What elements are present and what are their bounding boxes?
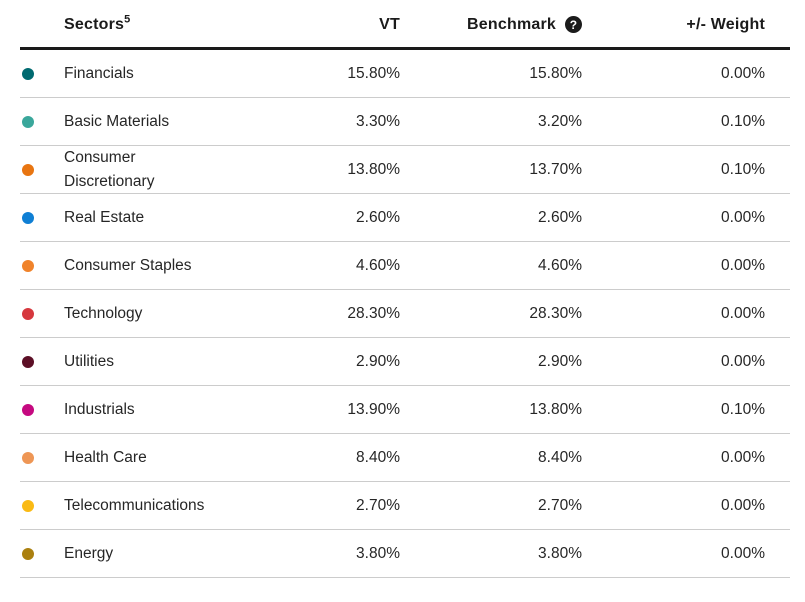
label-cell: Consumer Discretionary xyxy=(64,146,275,193)
label-cell: Real Estate xyxy=(64,206,275,229)
weight-value: 0.00% xyxy=(721,448,765,466)
sector-color-dot xyxy=(22,67,34,80)
vt-value: 28.30% xyxy=(347,304,400,322)
sector-name: Energy xyxy=(64,544,114,562)
dot-cell xyxy=(20,67,64,80)
sector-color-dot xyxy=(22,355,34,368)
help-icon[interactable]: ? xyxy=(565,16,582,33)
table-row: Consumer Staples 4.60% 4.60% 0.00% xyxy=(20,242,790,290)
benchmark-value: 28.30% xyxy=(529,304,582,322)
benchmark-value: 8.40% xyxy=(538,448,582,466)
dot-cell xyxy=(20,259,64,272)
vt-value: 2.70% xyxy=(356,496,400,514)
weight-value: 0.00% xyxy=(721,496,765,514)
table-row: Energy 3.80% 3.80% 0.00% xyxy=(20,530,790,578)
label-cell: Consumer Staples xyxy=(64,254,275,277)
sector-color-dot xyxy=(22,211,34,224)
benchmark-value: 13.70% xyxy=(529,160,582,178)
vt-value: 4.60% xyxy=(356,256,400,274)
sector-color-dot xyxy=(22,403,34,416)
sector-name: Health Care xyxy=(64,448,147,466)
benchmark-value: 13.80% xyxy=(529,400,582,418)
dot-cell xyxy=(20,211,64,224)
sector-weight-table: Sectors5 VT Benchmark ? +/- Weight Finan… xyxy=(20,0,790,578)
dot-cell xyxy=(20,499,64,512)
table-row: Technology 28.30% 28.30% 0.00% xyxy=(20,290,790,338)
table-body: Financials 15.80% 15.80% 0.00% Basic Mat… xyxy=(20,50,790,578)
sector-name: Telecommunications xyxy=(64,496,205,514)
table-row: Financials 15.80% 15.80% 0.00% xyxy=(20,50,790,98)
benchmark-value: 2.90% xyxy=(538,352,582,370)
weight-value: 0.00% xyxy=(721,208,765,226)
sector-color-dot xyxy=(22,547,34,560)
label-cell: Financials xyxy=(64,62,275,85)
table-row: Industrials 13.90% 13.80% 0.10% xyxy=(20,386,790,434)
footnote-marker: 5 xyxy=(124,13,131,26)
benchmark-value: 2.60% xyxy=(538,208,582,226)
weight-value: 0.10% xyxy=(721,112,765,130)
vt-value: 13.90% xyxy=(347,400,400,418)
dot-cell xyxy=(20,355,64,368)
weight-value: 0.00% xyxy=(721,544,765,562)
dot-cell xyxy=(20,115,64,128)
sector-color-dot xyxy=(22,499,34,512)
sector-color-dot xyxy=(22,451,34,464)
sector-name: Utilities xyxy=(64,352,114,370)
table-row: Telecommunications 2.70% 2.70% 0.00% xyxy=(20,482,790,530)
vt-value: 15.80% xyxy=(347,64,400,82)
label-cell: Telecommunications xyxy=(64,494,275,517)
benchmark-value: 15.80% xyxy=(529,64,582,82)
vt-value: 13.80% xyxy=(347,160,400,178)
dot-cell xyxy=(20,403,64,416)
benchmark-value: 4.60% xyxy=(538,256,582,274)
benchmark-value: 2.70% xyxy=(538,496,582,514)
sector-name: Real Estate xyxy=(64,208,145,226)
sectors-header-label: Sectors xyxy=(64,15,125,33)
dot-cell xyxy=(20,307,64,320)
column-header-sectors: Sectors5 xyxy=(64,13,275,34)
weight-value: 0.00% xyxy=(721,256,765,274)
sector-name: Industrials xyxy=(64,400,135,418)
table-row: Consumer Discretionary 13.80% 13.70% 0.1… xyxy=(20,146,790,194)
sector-name: Consumer Staples xyxy=(64,256,192,274)
sector-color-dot xyxy=(22,115,34,128)
label-cell: Utilities xyxy=(64,350,275,373)
sector-name: Consumer Discretionary xyxy=(64,149,155,190)
table-header-row: Sectors5 VT Benchmark ? +/- Weight xyxy=(20,2,790,50)
label-cell: Energy xyxy=(64,542,275,565)
benchmark-header-label: Benchmark xyxy=(467,15,556,33)
column-header-benchmark: Benchmark ? xyxy=(420,16,602,34)
sector-name: Technology xyxy=(64,304,143,322)
weight-value: 0.00% xyxy=(721,304,765,322)
sector-name: Financials xyxy=(64,64,134,82)
dot-cell xyxy=(20,163,64,176)
vt-value: 8.40% xyxy=(356,448,400,466)
sector-color-dot xyxy=(22,307,34,320)
dot-cell xyxy=(20,451,64,464)
table-row: Health Care 8.40% 8.40% 0.00% xyxy=(20,434,790,482)
benchmark-value: 3.80% xyxy=(538,544,582,562)
weight-value: 0.10% xyxy=(721,400,765,418)
table-row: Real Estate 2.60% 2.60% 0.00% xyxy=(20,194,790,242)
weight-value: 0.10% xyxy=(721,160,765,178)
label-cell: Basic Materials xyxy=(64,110,275,133)
vt-value: 3.30% xyxy=(356,112,400,130)
vt-value: 2.60% xyxy=(356,208,400,226)
column-header-weight: +/- Weight xyxy=(686,15,765,33)
dot-cell xyxy=(20,547,64,560)
vt-value: 3.80% xyxy=(356,544,400,562)
label-cell: Industrials xyxy=(64,398,275,421)
vt-value: 2.90% xyxy=(356,352,400,370)
sector-color-dot xyxy=(22,163,34,176)
sector-name: Basic Materials xyxy=(64,112,170,130)
benchmark-value: 3.20% xyxy=(538,112,582,130)
label-cell: Technology xyxy=(64,302,275,325)
table-row: Basic Materials 3.30% 3.20% 0.10% xyxy=(20,98,790,146)
label-cell: Health Care xyxy=(64,446,275,469)
weight-value: 0.00% xyxy=(721,352,765,370)
table-row: Utilities 2.90% 2.90% 0.00% xyxy=(20,338,790,386)
weight-value: 0.00% xyxy=(721,64,765,82)
sector-color-dot xyxy=(22,259,34,272)
column-header-vt: VT xyxy=(379,15,400,33)
